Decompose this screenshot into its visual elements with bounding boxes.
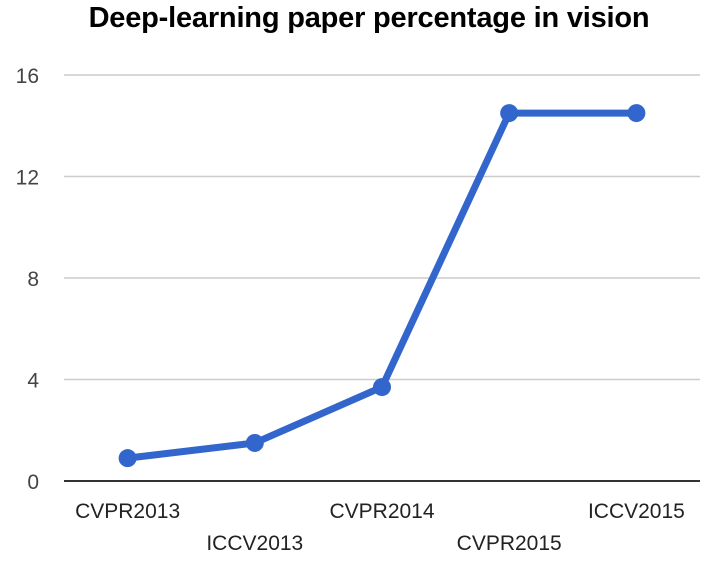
x-axis-labels: CVPR2013 ICCV2013 CVPR2014 CVPR2015 ICCV2015 bbox=[75, 500, 685, 555]
x-tick-label: ICCV2015 bbox=[588, 500, 685, 523]
y-tick-label: 12 bbox=[16, 167, 39, 190]
gridlines bbox=[64, 74, 700, 482]
data-point[interactable] bbox=[500, 104, 519, 123]
x-tick-label: CVPR2013 bbox=[75, 500, 180, 523]
y-tick-label: 8 bbox=[27, 268, 39, 291]
x-tick-label: ICCV2013 bbox=[206, 532, 303, 555]
y-tick-label: 0 bbox=[27, 471, 39, 494]
y-axis-labels: 0 4 8 12 16 bbox=[16, 65, 40, 494]
x-tick-label: CVPR2015 bbox=[457, 532, 562, 555]
data-point[interactable] bbox=[627, 104, 646, 123]
data-point[interactable] bbox=[245, 433, 264, 452]
data-point[interactable] bbox=[373, 378, 391, 397]
chart-title: Deep-learning paper percentage in vision bbox=[88, 2, 650, 34]
data-point[interactable] bbox=[118, 449, 137, 468]
x-tick-label: CVPR2014 bbox=[329, 500, 434, 523]
series-line bbox=[124, 109, 640, 462]
data-series bbox=[118, 104, 646, 468]
y-tick-label: 16 bbox=[16, 65, 39, 88]
y-tick-label: 4 bbox=[27, 370, 39, 393]
